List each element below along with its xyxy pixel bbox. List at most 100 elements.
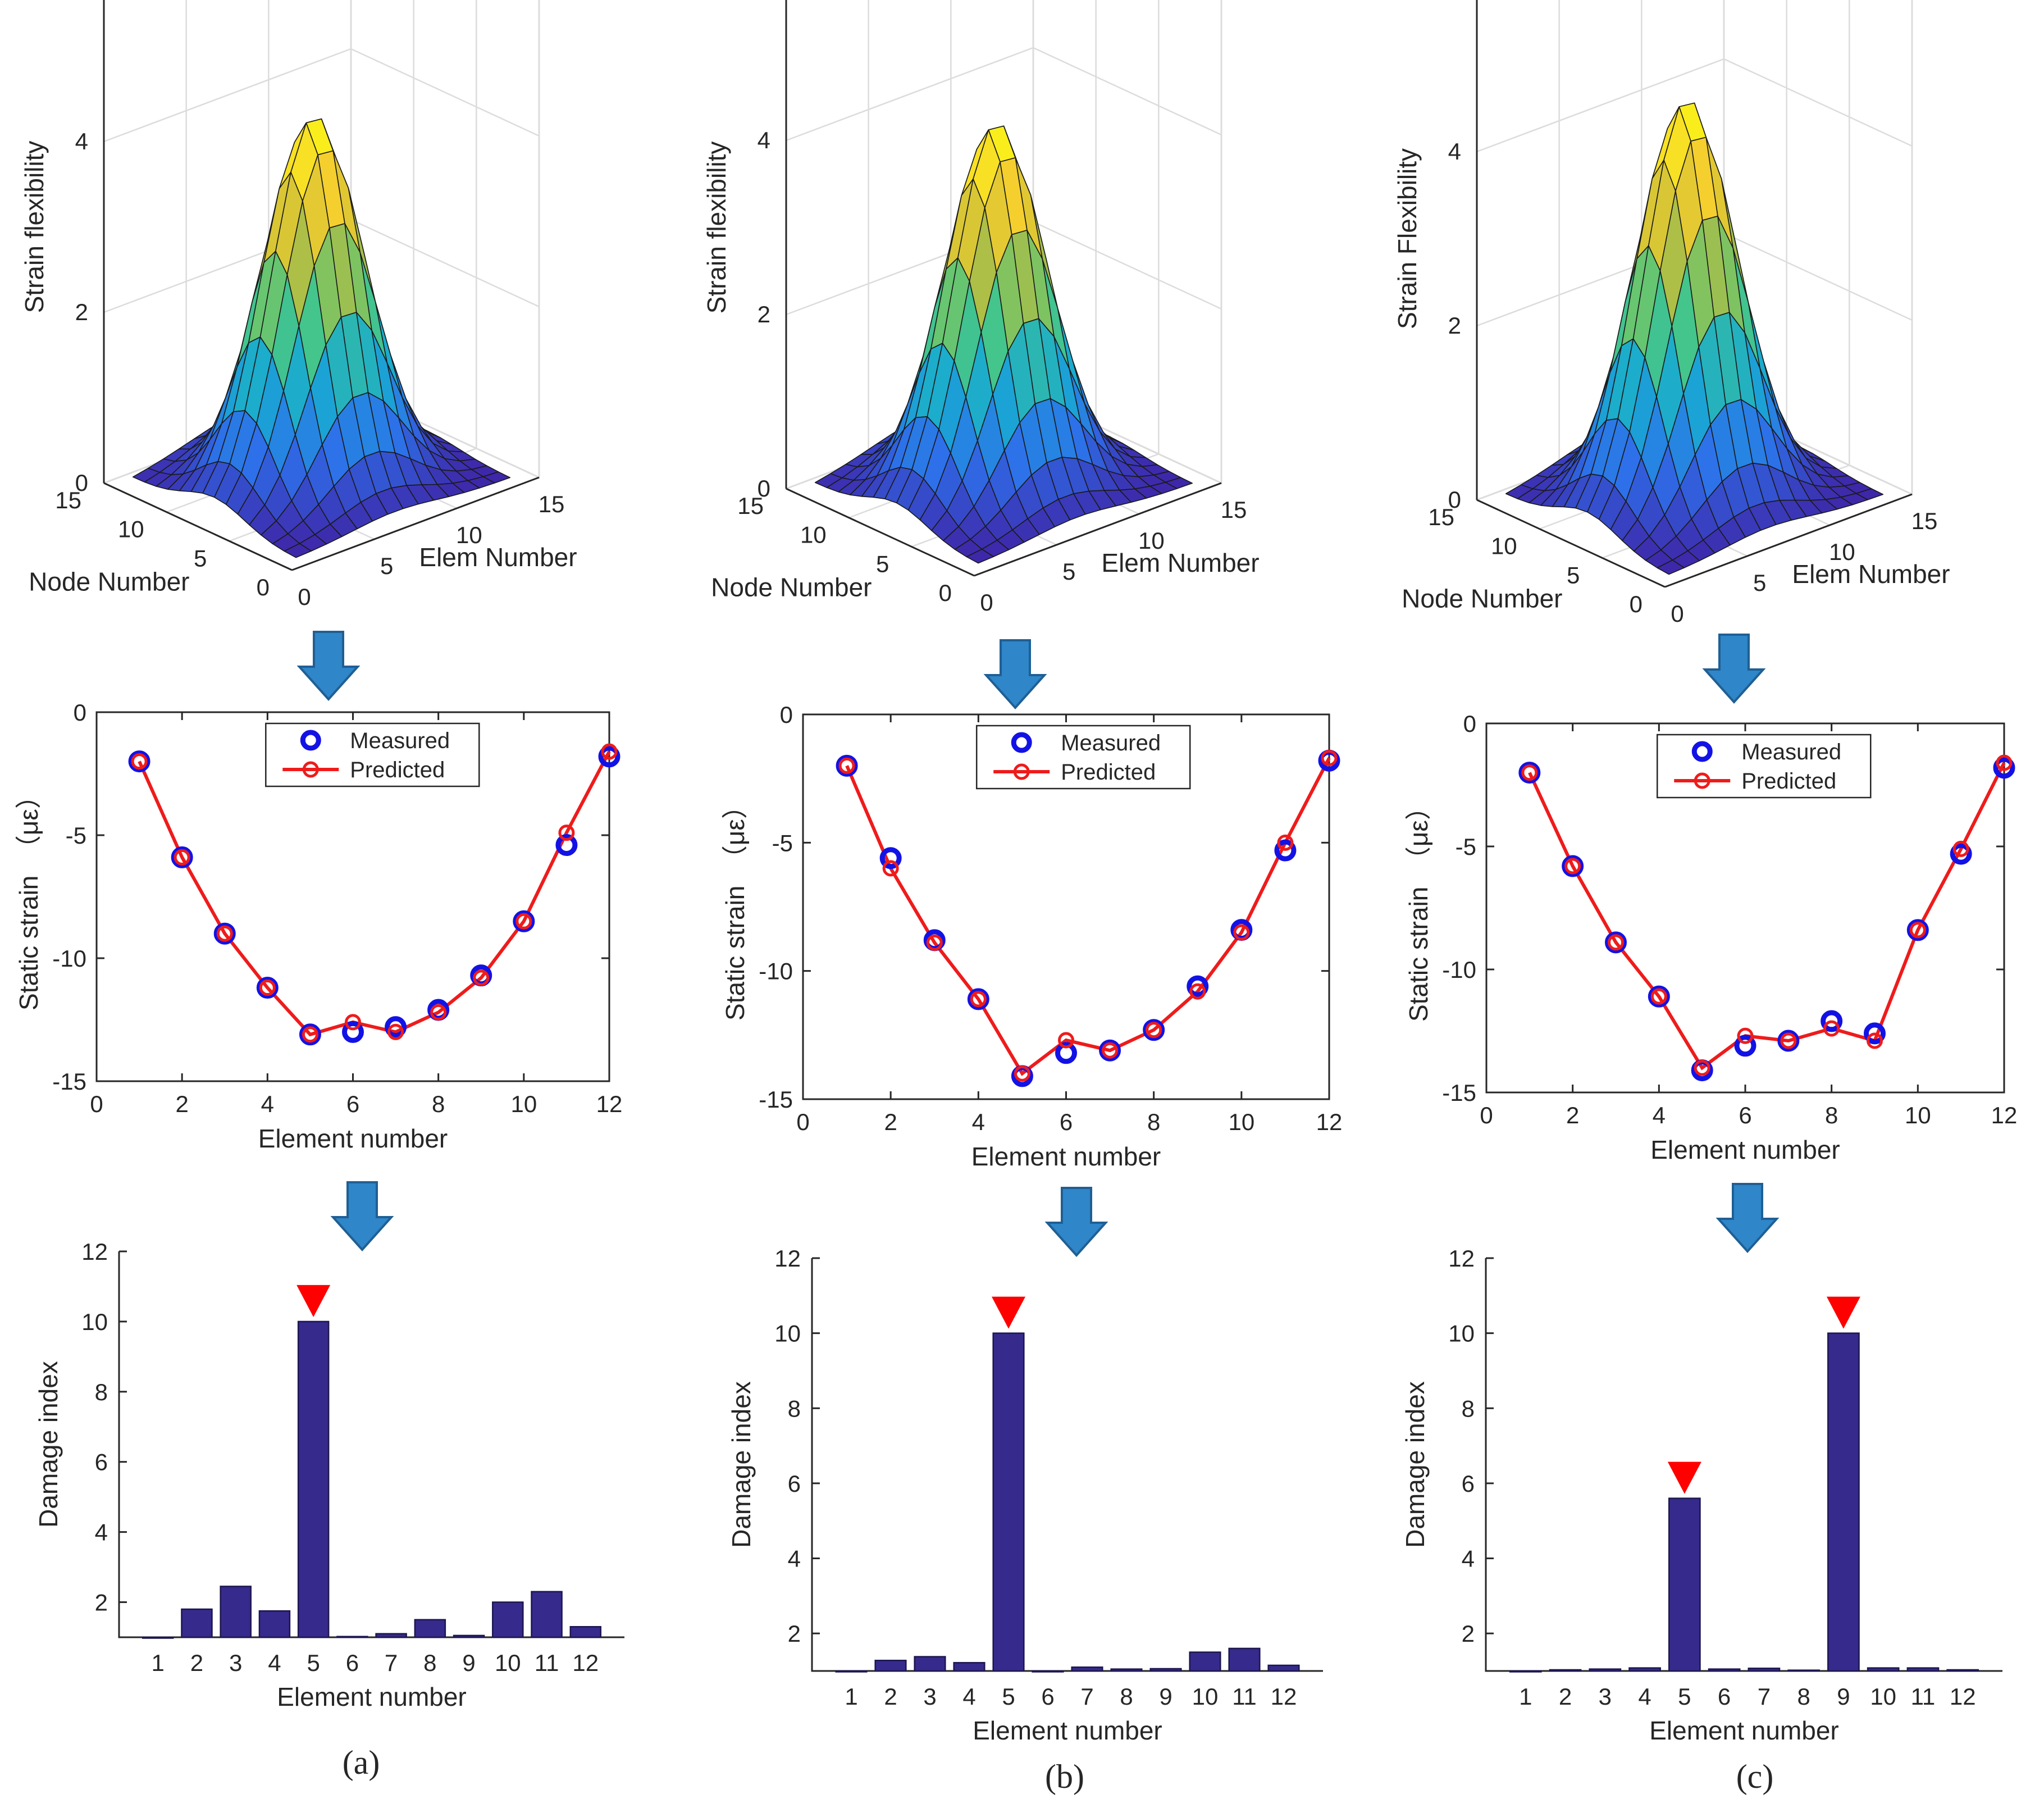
line-ticks-3: 0 2 4 6 8 10 12 0 -5 -10 -15 (1442, 711, 2017, 1128)
surface-mesh-2 (814, 125, 1193, 564)
measured-series-markers (128, 745, 620, 1046)
node-tick-label: 10 (118, 516, 144, 543)
x-tick-label: 0 (796, 1109, 809, 1135)
measured-point (1864, 1022, 1886, 1045)
predicted-series-line (1528, 762, 2006, 1071)
x-tick-label: 5 (1002, 1683, 1015, 1710)
x-tick-label: 6 (1041, 1683, 1054, 1710)
damage-markers (296, 1285, 331, 1317)
x-axis-label: Element number (277, 1682, 467, 1711)
legend-measured-symbol (1691, 741, 1713, 762)
x-tick-label: 4 (1653, 1102, 1666, 1128)
predicted-point (926, 934, 943, 951)
legend-predicted-symbol (1013, 763, 1030, 780)
y-axis-label: Static strain （με） (720, 793, 750, 1021)
measured-point (598, 745, 620, 768)
legend-predicted-symbol (302, 761, 319, 778)
x-tick-label: 5 (1678, 1683, 1691, 1710)
damage-markers (992, 1296, 1025, 1329)
x-tick-label: 1 (845, 1683, 857, 1710)
legend: Measured Predicted (1657, 734, 1872, 799)
bar (1668, 1497, 1701, 1672)
legend-predicted-label: Predicted (1741, 769, 1836, 794)
legend-measured-label: Measured (350, 728, 450, 753)
predicted-point (430, 1004, 447, 1021)
node-axis-label: Node Number (1402, 584, 1562, 613)
line-chart-2: 0 2 4 6 8 10 12 0 -5 -10 -15 Element number Static s… (720, 702, 1342, 1171)
measured-point (513, 910, 535, 932)
y-tick-label: 10 (774, 1320, 801, 1347)
elem-tick-label: 10 (456, 522, 482, 548)
bar (1946, 1669, 1979, 1672)
predicted-point (882, 860, 899, 877)
x-tick-label: 10 (1905, 1102, 1931, 1128)
legend: Measured Predicted (975, 725, 1191, 790)
z-tick-label: 0 (758, 475, 770, 502)
axes-lines (811, 1258, 1323, 1672)
x-tick-label: 12 (1950, 1683, 1976, 1710)
down-arrow-middle-3 (1702, 634, 1766, 704)
predicted-point (970, 991, 987, 1008)
measured-point (342, 1021, 364, 1043)
bar (375, 1633, 407, 1638)
y-tick-label: 8 (95, 1379, 108, 1405)
x-tick-label: 8 (1797, 1683, 1810, 1710)
predicted-point (216, 925, 233, 942)
bar (1906, 1667, 1940, 1672)
z-tick-label: 4 (75, 128, 88, 154)
node-tick-label: 10 (800, 522, 827, 548)
down-arrow-bottom-1 (330, 1181, 394, 1251)
x-tick-label: 0 (90, 1091, 103, 1117)
measured-point (256, 977, 279, 999)
x-tick-label: 4 (972, 1109, 985, 1135)
measured-point (1562, 855, 1584, 877)
x-tick-label: 8 (1147, 1109, 1160, 1135)
y-tick-label: 2 (788, 1620, 801, 1647)
y-axis-label: Damage index (34, 1361, 63, 1528)
bar (297, 1320, 330, 1638)
y-tick-label: 12 (1448, 1245, 1475, 1272)
predicted-point (1867, 1032, 1883, 1049)
panel-caption: (c) (1736, 1758, 1774, 1795)
node-tick-label: 0 (939, 580, 952, 606)
predicted-point (1823, 1020, 1840, 1037)
predicted-series-markers (131, 743, 618, 1043)
bar (1549, 1669, 1582, 1672)
x-tick-label: 12 (596, 1091, 623, 1117)
x-tick-label: 3 (229, 1650, 242, 1676)
z-axis-label: Strain flexibility (702, 142, 731, 314)
predicted-point (1102, 1042, 1119, 1059)
legend-measured-label: Measured (1061, 731, 1161, 755)
predicted-point (1780, 1032, 1797, 1049)
bar (1748, 1668, 1781, 1672)
y-tick-label: 4 (788, 1546, 801, 1572)
bar (835, 1670, 868, 1673)
bar (531, 1591, 563, 1638)
surface-mesh-1 (132, 118, 511, 558)
elem-tick-label: 10 (1829, 539, 1855, 565)
y-tick-label: -10 (1442, 957, 1476, 983)
predicted-point (1608, 934, 1624, 951)
panel-caption: (a) (343, 1744, 380, 1781)
y-tick-label: 2 (95, 1590, 108, 1616)
predicted-point (1058, 1032, 1074, 1049)
y-axis-label: Damage index (727, 1381, 756, 1548)
bar (1149, 1668, 1182, 1672)
x-tick-label: 7 (385, 1650, 398, 1676)
bar (1071, 1666, 1103, 1672)
x-tick-label: 2 (884, 1109, 897, 1135)
x-tick-label: 11 (535, 1650, 559, 1676)
y-tick-label: 2 (1462, 1620, 1475, 1647)
node-axis-line (1476, 499, 1666, 588)
node-tick-label: 15 (737, 493, 764, 519)
y-tick-label: 4 (1462, 1546, 1475, 1572)
down-arrow-middle-1 (296, 631, 361, 701)
measured-point (1518, 762, 1541, 784)
elem-tick-label: 0 (1671, 600, 1683, 627)
legend-measured-label: Measured (1741, 740, 1841, 764)
x-tick-label: 3 (923, 1683, 936, 1710)
measured-point (1821, 1010, 1843, 1032)
